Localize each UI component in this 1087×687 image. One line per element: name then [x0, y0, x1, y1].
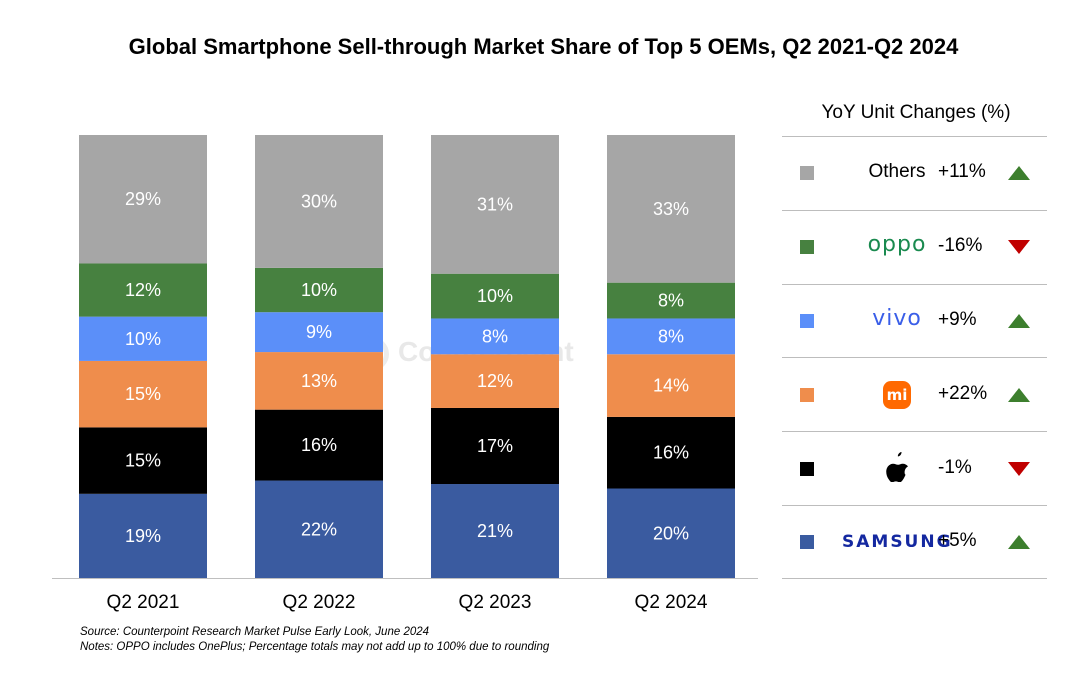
legend-swatch — [800, 314, 814, 328]
bar-segment-vivo-1 — [255, 312, 383, 353]
bar-segment-samsung-1 — [255, 480, 383, 578]
data-label-samsung-2: 21% — [477, 521, 513, 541]
legend-swatch — [800, 240, 814, 254]
legend-yoy-change: +9% — [938, 309, 977, 330]
data-label-xiaomi-1: 13% — [301, 371, 337, 391]
bar-segment-apple-0 — [79, 427, 207, 494]
data-label-oppo-0: 12% — [125, 280, 161, 300]
legend-swatch — [800, 388, 814, 402]
data-label-vivo-2: 8% — [482, 326, 508, 346]
x-tick-label-2: Q2 2023 — [459, 592, 532, 613]
bar-segment-apple-3 — [607, 416, 735, 489]
data-label-xiaomi-0: 15% — [125, 384, 161, 404]
legend-divider — [782, 136, 1047, 137]
stacked-bar-chart: 19% 15% 15% 10% 12% 29% Q2 2021 22% 16% 13% 9% 10% 3… — [52, 135, 758, 613]
notes: Notes: OPPO includes OnePlus; Percentage… — [80, 641, 550, 653]
triangle-up-icon — [1008, 166, 1030, 185]
triangle-up-icon — [1008, 314, 1030, 333]
legend-item: SAMSUNG +5% — [782, 505, 1047, 579]
legend-item: Others +11% — [782, 136, 1047, 210]
bar-segment-xiaomi-0 — [79, 360, 207, 428]
bar-segment-xiaomi-1 — [255, 352, 383, 410]
legend-divider — [782, 431, 1047, 432]
bar-segment-others-3 — [607, 135, 735, 283]
legend-item: mi +22% — [782, 358, 1047, 432]
bar-segment-oppo-2 — [431, 273, 559, 319]
bar-segment-samsung-0 — [79, 493, 207, 578]
legend-swatch — [800, 535, 814, 549]
triangle-down-icon — [1008, 240, 1030, 259]
bar-segment-samsung-2 — [431, 484, 559, 578]
legend-item: -1% — [782, 432, 1047, 506]
bar-segment-xiaomi-3 — [607, 354, 735, 417]
footer: Source: Counterpoint Research Market Pul… — [80, 625, 549, 655]
legend-item: oppo -16% — [782, 210, 1047, 284]
legend-yoy-change: -16% — [938, 235, 983, 256]
data-label-vivo-1: 9% — [306, 322, 332, 342]
apple-logo-icon — [842, 452, 952, 488]
data-label-vivo-0: 10% — [125, 329, 161, 349]
x-tick-label-3: Q2 2024 — [635, 592, 708, 613]
bar-segment-vivo-2 — [431, 318, 559, 355]
data-label-others-1: 30% — [301, 191, 337, 211]
samsung-logo-icon: SAMSUNG — [842, 532, 953, 552]
legend-divider — [782, 578, 1047, 579]
data-label-samsung-1: 22% — [301, 519, 337, 539]
data-label-xiaomi-2: 12% — [477, 371, 513, 391]
legend-yoy-change: -1% — [938, 457, 972, 478]
x-tick-label-1: Q2 2022 — [283, 592, 356, 613]
bar-segment-apple-1 — [255, 409, 383, 481]
data-label-oppo-3: 8% — [658, 291, 684, 311]
data-label-apple-2: 17% — [477, 436, 513, 456]
bar-segment-others-2 — [431, 135, 559, 274]
data-label-others-3: 33% — [653, 199, 689, 219]
legend-item: vivo +9% — [782, 284, 1047, 358]
legend-divider — [782, 284, 1047, 285]
legend-title: YoY Unit Changes (%) — [821, 102, 1011, 123]
legend-yoy-change: +11% — [938, 161, 986, 182]
bar-segment-apple-2 — [431, 407, 559, 485]
chart-title: Global Smartphone Sell-through Market Sh… — [128, 34, 959, 59]
legend-yoy-change: +5% — [938, 530, 977, 551]
vivo-logo-icon: vivo — [872, 306, 922, 331]
source-note: Source: Counterpoint Research Market Pul… — [80, 626, 430, 638]
triangle-up-icon — [1008, 388, 1030, 407]
triangle-down-icon — [1008, 462, 1030, 481]
legend-divider — [782, 210, 1047, 211]
data-label-others-2: 31% — [477, 194, 513, 214]
data-label-oppo-1: 10% — [301, 280, 337, 300]
data-label-apple-0: 15% — [125, 451, 161, 471]
bar-segment-samsung-3 — [607, 488, 735, 578]
legend-label: Others — [868, 161, 926, 182]
bar-segment-oppo-3 — [607, 282, 735, 319]
bar-segment-oppo-0 — [79, 263, 207, 317]
data-label-xiaomi-3: 14% — [653, 376, 689, 396]
data-label-apple-1: 16% — [301, 435, 337, 455]
x-tick-label-0: Q2 2021 — [107, 592, 180, 613]
bar-segment-oppo-1 — [255, 267, 383, 313]
bar-segment-xiaomi-2 — [431, 354, 559, 408]
triangle-up-icon — [1008, 535, 1030, 554]
bar-segment-vivo-0 — [79, 316, 207, 361]
xiaomi-logo-icon: mi — [842, 381, 952, 409]
legend-yoy-change: +22% — [938, 383, 988, 404]
data-label-samsung-0: 19% — [125, 526, 161, 546]
bar-segment-vivo-3 — [607, 318, 735, 355]
data-label-apple-3: 16% — [653, 443, 689, 463]
bar-segment-others-1 — [255, 135, 383, 268]
data-label-samsung-3: 20% — [653, 523, 689, 543]
data-label-others-0: 29% — [125, 189, 161, 209]
legend-swatch — [800, 166, 814, 180]
bar-segment-others-0 — [79, 135, 207, 264]
legend-swatch — [800, 462, 814, 476]
data-label-oppo-2: 10% — [477, 286, 513, 306]
legend-divider — [782, 357, 1047, 358]
legend-divider — [782, 505, 1047, 506]
oppo-logo-icon: oppo — [867, 232, 927, 257]
data-label-vivo-3: 8% — [658, 326, 684, 346]
